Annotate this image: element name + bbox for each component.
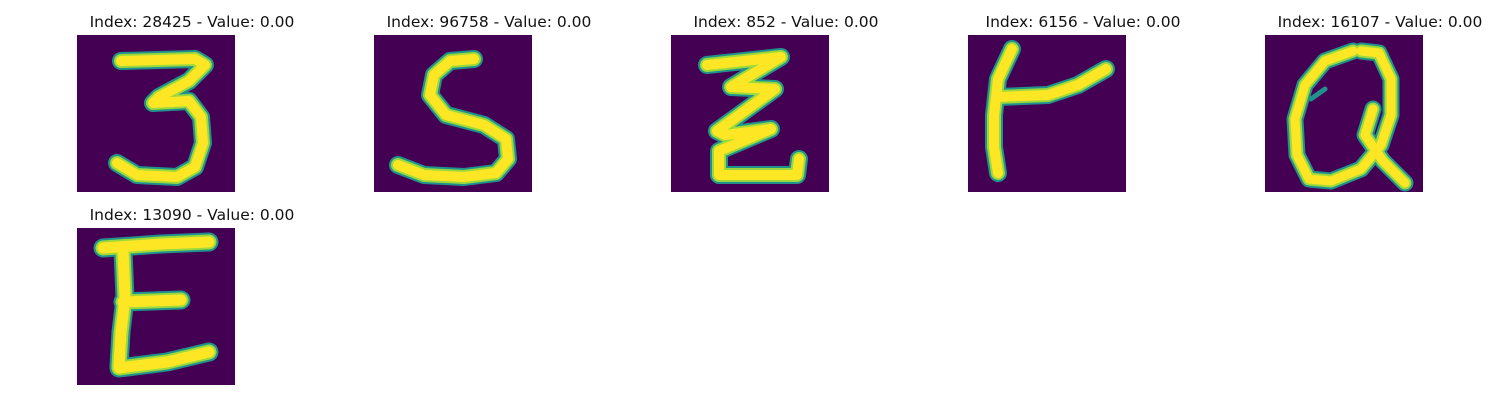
panel-title: Index: 6156 - Value: 0.00 [985,13,1181,31]
panel-title: Index: 96758 - Value: 0.00 [386,13,592,31]
digit-image-q [1265,35,1423,192]
digit-image-z [671,35,829,192]
digit-image-s [374,35,532,192]
digit-image-k [968,35,1126,192]
panel-title: Index: 852 - Value: 0.00 [693,13,879,31]
panel-title: Index: 16107 - Value: 0.00 [1277,13,1483,31]
panel-title: Index: 13090 - Value: 0.00 [89,206,295,224]
digit-image-3 [77,35,235,192]
panel-title: Index: 28425 - Value: 0.00 [89,13,295,31]
digit-image-e [77,228,235,385]
